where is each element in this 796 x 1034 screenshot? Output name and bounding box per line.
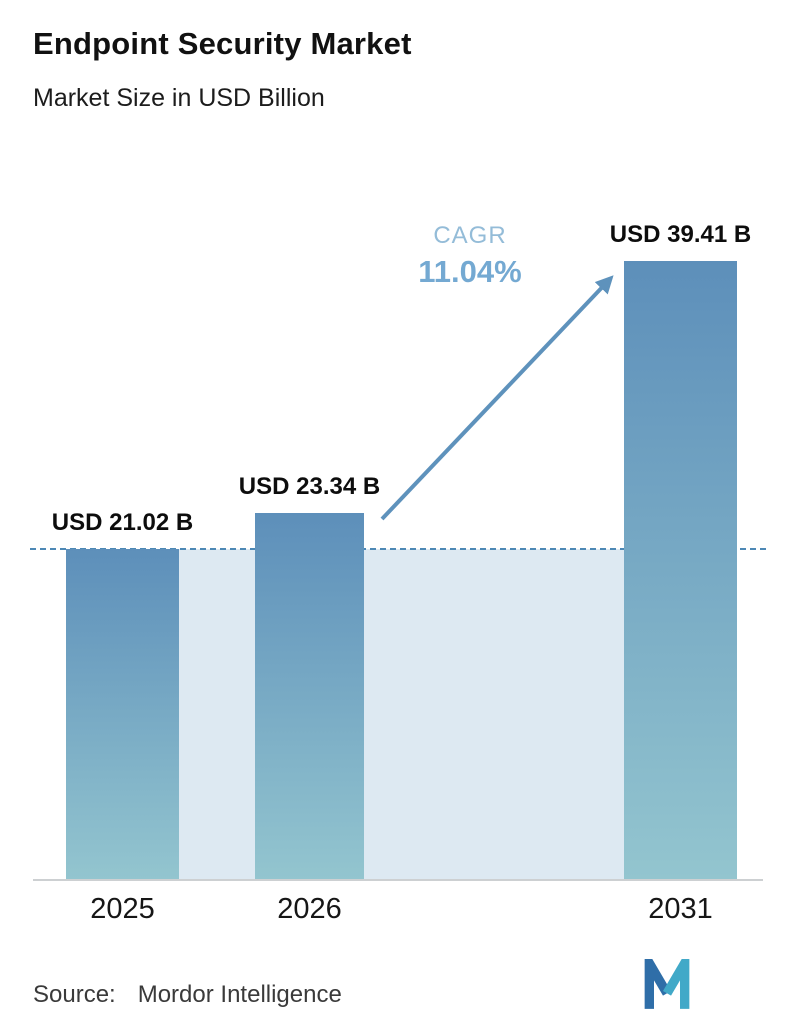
- x-axis-line: [33, 879, 763, 881]
- bar-2026: USD 23.34 B: [239, 473, 380, 879]
- cagr-value: 11.04%: [418, 254, 522, 289]
- value-label-2025: USD 21.02 B: [51, 509, 194, 536]
- x-label-2025: 2025: [90, 893, 155, 925]
- cagr-label: CAGR: [433, 222, 507, 249]
- source-line: Source: Mordor Intelligence: [33, 981, 342, 1009]
- cagr-annotation: CAGR 11.04%: [395, 222, 545, 290]
- value-label-2031: USD 39.41 B: [609, 221, 752, 248]
- source-label: Source:: [33, 981, 116, 1008]
- x-label-2026: 2026: [277, 893, 342, 925]
- chart-title: Endpoint Security Market: [33, 26, 412, 61]
- bar-2031: USD 39.41 B: [610, 221, 751, 879]
- chart-subtitle: Market Size in USD Billion: [33, 84, 325, 112]
- source-value: Mordor Intelligence: [137, 981, 342, 1008]
- value-label-2026: USD 23.34 B: [238, 473, 381, 500]
- bar-2025: USD 21.02 B: [52, 509, 193, 879]
- baseline-dashed-line: [30, 548, 766, 550]
- mordor-intelligence-logo: [644, 959, 690, 1009]
- x-label-2031: 2031: [648, 893, 713, 925]
